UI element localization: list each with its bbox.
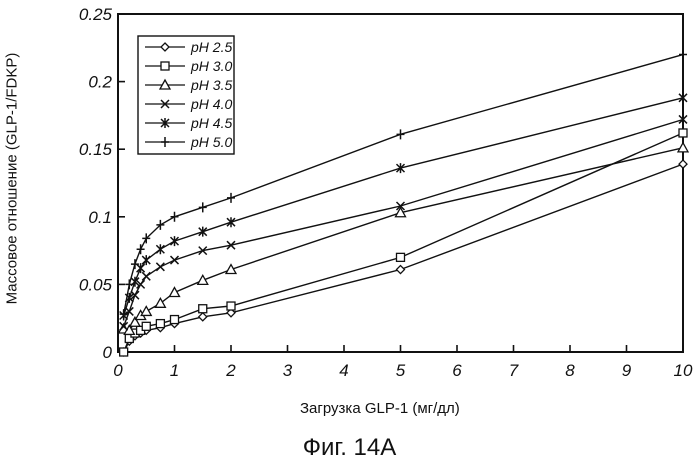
x-tick-label: 1 (170, 361, 179, 380)
data-point-plus (137, 244, 145, 254)
data-point-x (142, 272, 150, 280)
data-point-plus (227, 193, 235, 203)
data-point-plus (171, 212, 179, 222)
data-point-square (142, 322, 150, 330)
data-point-triangle (155, 298, 165, 307)
data-point-x (156, 263, 164, 271)
data-point-square (171, 316, 179, 324)
x-tick-label: 10 (674, 361, 693, 380)
legend-label: pH 4.0 (190, 96, 232, 112)
y-tick-label: 0.05 (79, 275, 113, 294)
legend-label: pH 5.0 (190, 134, 232, 150)
data-point-diamond (679, 160, 687, 168)
data-point-square (397, 253, 405, 261)
x-tick-label: 0 (113, 361, 123, 380)
data-point-triangle (170, 288, 180, 297)
data-point-triangle (198, 275, 208, 284)
data-point-plus (199, 202, 207, 212)
x-tick-label: 7 (509, 361, 519, 380)
data-point-asterisk (397, 163, 405, 173)
legend-label: pH 4.5 (190, 115, 232, 131)
data-point-asterisk (171, 236, 179, 246)
x-tick-label: 2 (225, 361, 236, 380)
y-tick-label: 0.1 (88, 208, 112, 227)
data-point-square (120, 348, 128, 356)
x-tick-label: 6 (452, 361, 462, 380)
figure-caption: Фиг. 14A (0, 434, 699, 462)
y-tick-label: 0.25 (79, 5, 113, 24)
series-square (120, 129, 687, 356)
data-point-plus (131, 259, 139, 269)
x-tick-label: 3 (283, 361, 293, 380)
data-point-diamond (199, 313, 207, 321)
data-point-square (161, 62, 169, 70)
data-point-asterisk (227, 217, 235, 227)
data-point-asterisk (142, 255, 150, 265)
data-point-triangle (678, 143, 688, 152)
legend-label: pH 2.5 (190, 39, 232, 55)
chart-legend: pH 2.5 pH 3.0 pH 3.5 pH 4.0 pH 4.5 pH 5.0 (138, 36, 234, 154)
data-point-asterisk (199, 227, 207, 237)
y-tick-label: 0.2 (88, 73, 112, 92)
series-line (124, 148, 683, 331)
data-point-asterisk (156, 244, 164, 254)
legend-label: pH 3.5 (190, 77, 232, 93)
y-tick-label: 0.15 (79, 140, 113, 159)
data-point-plus (397, 129, 405, 139)
x-tick-label: 5 (396, 361, 406, 380)
data-point-square (199, 305, 207, 313)
legend-label: pH 3.0 (190, 58, 232, 74)
data-point-square (227, 302, 235, 310)
data-point-square (679, 129, 687, 137)
data-point-square (156, 320, 164, 328)
y-axis-label: Массовое отношение (GLP-1/FDKP) (4, 49, 21, 309)
data-point-diamond (397, 266, 405, 274)
y-tick-label: 0 (103, 343, 113, 362)
data-point-plus (679, 50, 687, 60)
data-point-x (171, 256, 179, 264)
x-tick-label: 4 (339, 361, 348, 380)
data-point-triangle (141, 306, 151, 315)
x-tick-label: 9 (622, 361, 632, 380)
x-tick-label: 8 (565, 361, 575, 380)
x-axis-label: Загрузка GLP-1 (мг/дл) (300, 400, 460, 417)
